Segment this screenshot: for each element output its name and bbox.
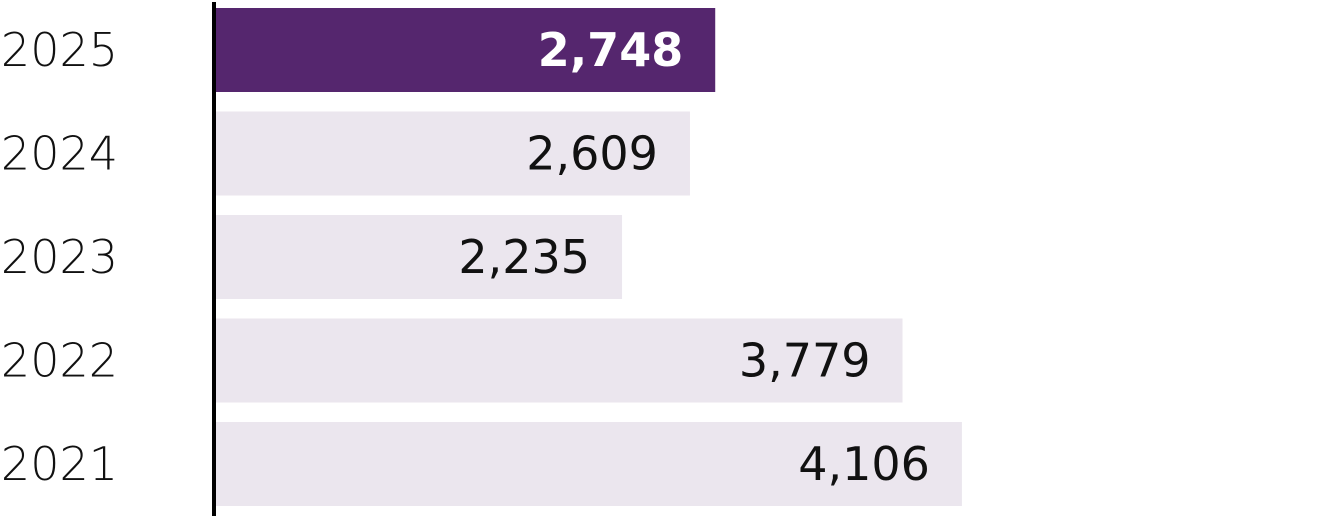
category-label-2021: 2021 <box>1 437 118 491</box>
bar-2025 <box>216 8 716 92</box>
value-label-2025: 2,748 <box>538 23 684 77</box>
value-labels-group: 2,748 2,609 2,235 3,779 4,106 <box>458 23 930 491</box>
bars-group <box>216 8 962 506</box>
value-label-2021: 4,106 <box>798 437 930 491</box>
value-label-2024: 2,609 <box>526 127 658 181</box>
category-label-2023: 2023 <box>1 230 118 284</box>
category-labels-group: 2025 2024 2023 2022 2021 <box>1 23 118 491</box>
value-label-2023: 2,235 <box>458 230 590 284</box>
bar-2024 <box>216 111 690 196</box>
bar-2022 <box>216 318 903 403</box>
bar-2023 <box>216 215 623 299</box>
category-label-2024: 2024 <box>1 127 118 181</box>
value-label-2022: 3,779 <box>739 334 871 388</box>
category-label-2022: 2022 <box>1 334 118 388</box>
bar-2021 <box>216 422 962 506</box>
category-label-2025: 2025 <box>1 23 118 77</box>
